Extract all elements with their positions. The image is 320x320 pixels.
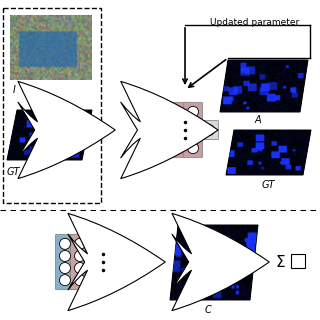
- Circle shape: [188, 106, 198, 117]
- Circle shape: [105, 238, 116, 249]
- Circle shape: [156, 118, 166, 130]
- Circle shape: [90, 238, 100, 249]
- Text: I: I: [13, 85, 16, 95]
- Circle shape: [105, 251, 116, 261]
- Circle shape: [105, 262, 116, 274]
- Circle shape: [172, 131, 182, 141]
- Circle shape: [90, 275, 100, 286]
- Circle shape: [60, 251, 70, 261]
- Text: C: C: [204, 305, 212, 315]
- Circle shape: [90, 251, 100, 261]
- Text: $\Sigma$: $\Sigma$: [275, 254, 286, 270]
- FancyBboxPatch shape: [116, 252, 134, 271]
- FancyBboxPatch shape: [167, 102, 187, 158]
- FancyBboxPatch shape: [183, 102, 203, 158]
- Circle shape: [156, 131, 166, 141]
- FancyBboxPatch shape: [151, 102, 171, 158]
- FancyBboxPatch shape: [85, 234, 105, 290]
- Bar: [3, 8, 101, 203]
- Circle shape: [75, 275, 85, 286]
- FancyBboxPatch shape: [100, 234, 119, 290]
- Circle shape: [156, 106, 166, 117]
- Circle shape: [90, 262, 100, 274]
- Text: Updated parameter: Updated parameter: [210, 18, 300, 27]
- Text: GT: GT: [7, 167, 20, 177]
- Circle shape: [60, 262, 70, 274]
- FancyBboxPatch shape: [55, 234, 75, 290]
- Circle shape: [172, 118, 182, 130]
- Circle shape: [188, 131, 198, 141]
- Circle shape: [60, 238, 70, 249]
- Circle shape: [172, 106, 182, 117]
- Polygon shape: [220, 60, 308, 112]
- Circle shape: [204, 124, 214, 135]
- FancyBboxPatch shape: [70, 234, 90, 290]
- Polygon shape: [170, 225, 258, 300]
- Circle shape: [188, 118, 198, 130]
- Circle shape: [156, 143, 166, 154]
- Bar: [291, 254, 305, 268]
- Circle shape: [188, 143, 198, 154]
- Polygon shape: [226, 130, 311, 175]
- FancyBboxPatch shape: [199, 121, 219, 140]
- Text: GT: GT: [261, 180, 275, 190]
- Circle shape: [172, 143, 182, 154]
- Circle shape: [75, 238, 85, 249]
- Circle shape: [119, 257, 131, 268]
- Circle shape: [60, 275, 70, 286]
- Polygon shape: [7, 110, 92, 160]
- Circle shape: [75, 262, 85, 274]
- Text: A: A: [255, 115, 261, 125]
- Circle shape: [75, 251, 85, 261]
- Circle shape: [105, 275, 116, 286]
